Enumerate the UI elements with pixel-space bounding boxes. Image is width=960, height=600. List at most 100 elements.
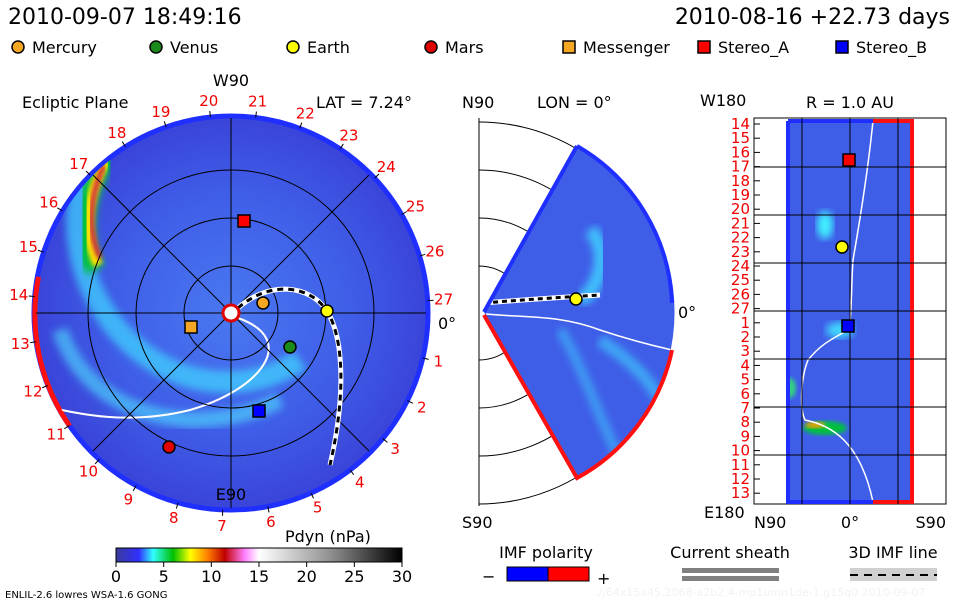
radial-row-label: 12 — [731, 470, 750, 488]
imf-positive-swatch — [547, 566, 590, 582]
carrington-label: 3 — [390, 440, 400, 458]
legend-item: Earth — [286, 38, 350, 57]
mercury-marker — [256, 296, 270, 310]
lat-label: LAT = 7.24° — [316, 93, 412, 112]
radial-row-label: 27 — [731, 300, 750, 318]
legend-label: Stereo_A — [718, 38, 789, 58]
radial-row-label: 13 — [731, 484, 750, 502]
radial-row-label: 20 — [731, 200, 750, 218]
radial-row-label: 23 — [731, 243, 750, 261]
colorbar-gradient — [115, 547, 403, 563]
carrington-tick — [255, 111, 257, 118]
radial-row-label: 11 — [731, 456, 750, 474]
ecliptic-panel: Ecliptic Plane W90 LAT = 7.24° 123456789… — [9, 71, 456, 535]
radial-row-label: 22 — [731, 229, 750, 247]
radial-row-labels: 1415161718192021222324252627123456789101… — [731, 115, 760, 502]
carrington-label: 4 — [355, 474, 365, 492]
carrington-tick — [267, 506, 270, 513]
radial-row-label: 15 — [731, 129, 750, 147]
imf-polarity-title: IMF polarity — [499, 543, 593, 562]
carrington-label: 6 — [266, 513, 276, 531]
carrington-tick — [85, 170, 91, 176]
radial-row-label: 10 — [731, 442, 750, 460]
carrington-label: 14 — [9, 286, 28, 304]
carrington-label: 27 — [434, 291, 453, 309]
carrington-tick — [374, 173, 380, 179]
run-id-watermark: .//64x15x45.2068-a2b2.4-mp1umn1de-1.g15q… — [595, 586, 926, 599]
carrington-label: 26 — [425, 242, 444, 260]
radial-row-label: 1 — [740, 314, 750, 332]
earth-marker-radial — [835, 240, 849, 254]
radial-x-label-s90: S90 — [915, 513, 946, 532]
legend-item: Stereo_B — [835, 38, 927, 58]
carrington-tick — [407, 400, 414, 404]
carrington-tick — [28, 295, 35, 298]
colorbar: Pdyn (nPa) 0 5 10 15 20 25 30 — [111, 527, 412, 586]
model-label: ENLIL-2.6 lowres WSA-1.6 GONG — [5, 590, 168, 600]
radial-bottom-label: E180 — [704, 503, 745, 522]
mars-marker — [162, 440, 176, 454]
carrington-tick — [121, 141, 126, 147]
messenger-marker — [184, 320, 198, 334]
radial-row-label: 25 — [731, 271, 750, 289]
radial-row-label: 16 — [731, 143, 750, 161]
colorbar-tick-label: 15 — [249, 567, 269, 586]
carrington-tick — [175, 502, 179, 509]
legend-label: Mars — [445, 38, 484, 57]
radial-row-label: 21 — [731, 214, 750, 232]
carrington-tick — [57, 207, 63, 212]
radial-row-label: 19 — [731, 186, 750, 204]
ecliptic-zero-label: 0° — [438, 314, 456, 333]
carrington-tick — [42, 385, 49, 389]
radial-row-label: 24 — [731, 257, 750, 275]
carrington-label: 2 — [417, 399, 427, 417]
carrington-label: 24 — [377, 158, 396, 176]
colorbar-tick-label: 0 — [111, 567, 121, 586]
carrington-tick — [30, 341, 37, 344]
radial-row-label: 18 — [731, 172, 750, 190]
radial-row-label: 14 — [731, 115, 750, 133]
meridional-wedge — [484, 146, 675, 478]
carrington-tick — [419, 253, 426, 257]
legend-label: Earth — [307, 38, 350, 57]
legend-label: Stereo_B — [856, 38, 927, 58]
carrington-tick — [401, 211, 408, 215]
radial-row-label: 17 — [731, 158, 750, 176]
stereo-b-marker — [252, 404, 266, 418]
legend-label: Mercury — [32, 38, 97, 57]
imf-polarity-arc — [32, 276, 72, 428]
legend-label: Venus — [170, 38, 218, 57]
radial-row-label: 7 — [740, 399, 750, 417]
carrington-tick — [382, 438, 388, 443]
carrington-label: 12 — [23, 382, 42, 400]
carrington-label: 18 — [107, 124, 126, 142]
imf-plus: + — [597, 569, 610, 588]
venus-marker — [283, 340, 297, 354]
sun-icon — [221, 303, 241, 323]
carrington-label: 8 — [169, 509, 179, 527]
radial-row-label: 8 — [740, 413, 750, 431]
carrington-label: 1 — [434, 353, 444, 371]
colorbar-tick-label: 30 — [392, 567, 412, 586]
legend-label: Messenger — [583, 38, 670, 57]
meridional-panel: N90 LON = 0° S90 0° — [462, 93, 696, 532]
current-sheath-legend: Current sheath — [670, 543, 790, 581]
imf-line-title: 3D IMF line — [848, 543, 937, 562]
legend-circle-icon — [424, 40, 438, 54]
legend-item: Venus — [149, 38, 218, 57]
carrington-label: 7 — [217, 517, 227, 535]
radial-x-label-0: 0° — [841, 513, 859, 532]
carrington-tick — [132, 485, 137, 492]
legend-item: Mars — [424, 38, 484, 57]
carrington-label: 16 — [39, 194, 58, 212]
carrington-tick — [64, 425, 70, 430]
carrington-tick — [209, 111, 211, 118]
carrington-tick — [163, 121, 167, 128]
meridional-bottom-label: S90 — [462, 513, 493, 532]
radial-x-label-n90: N90 — [754, 513, 786, 532]
reference-time: 2010-08-16 +22.73 days — [675, 5, 950, 30]
carrington-tick — [94, 459, 100, 465]
meridional-zero-label: 0° — [678, 303, 696, 322]
legend-circle-icon — [149, 40, 163, 54]
